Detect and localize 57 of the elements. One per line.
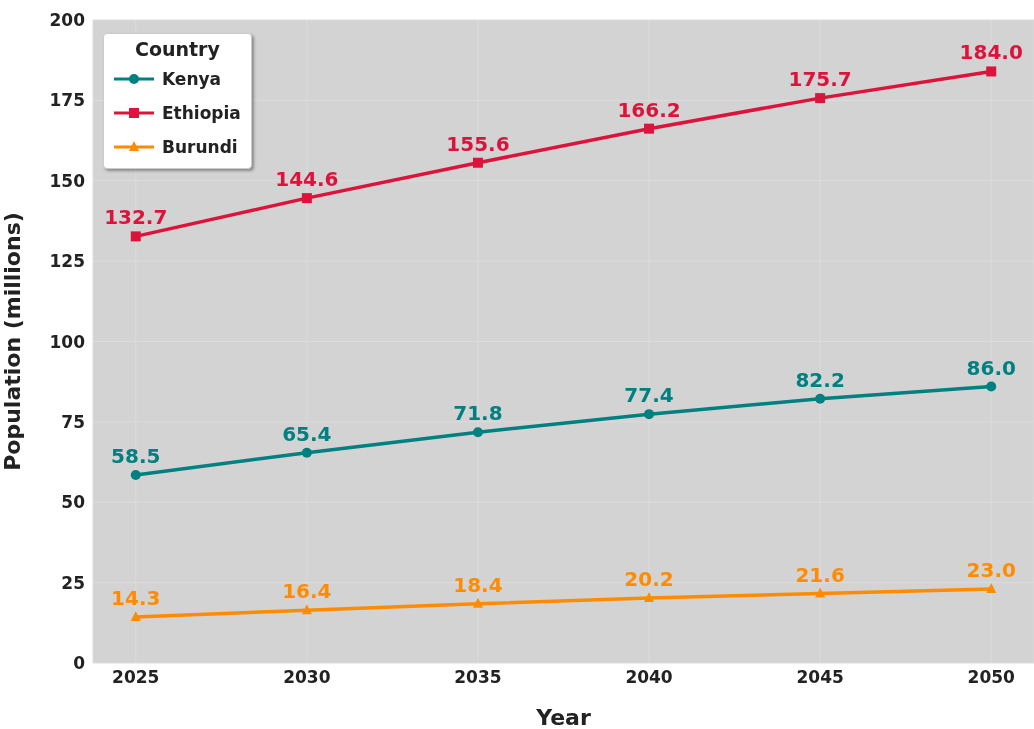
data-label: 71.8 (453, 401, 503, 426)
point (130, 611, 141, 622)
y-tick-label: 125 (49, 251, 85, 272)
data-label: 82.2 (795, 367, 845, 392)
data-label: 86.0 (966, 355, 1016, 380)
data-label: 14.3 (111, 586, 161, 611)
point (130, 469, 141, 480)
x-tick-label: 2030 (283, 667, 331, 688)
x-tick-label: 2035 (454, 667, 502, 688)
point (301, 447, 312, 458)
x-tick-label: 2025 (112, 667, 160, 688)
point (986, 381, 997, 392)
data-label: 16.4 (282, 579, 332, 604)
point (815, 93, 826, 104)
data-label: 20.2 (624, 567, 674, 592)
legend-label: Kenya (162, 69, 222, 89)
y-tick-label: 25 (61, 572, 85, 593)
data-label: 155.6 (446, 131, 510, 156)
point (644, 592, 655, 603)
point (644, 409, 655, 420)
point (986, 66, 997, 77)
x-tick-label: 2050 (967, 667, 1016, 688)
point (472, 427, 483, 438)
point (815, 393, 826, 404)
y-tick-label: 150 (49, 170, 86, 191)
point (301, 193, 312, 204)
point (986, 583, 997, 594)
legend-title: Country (133, 38, 221, 60)
data-label: 132.7 (104, 205, 168, 230)
point (472, 157, 483, 168)
data-label: 175.7 (788, 67, 852, 92)
point (644, 123, 655, 134)
data-label: 184.0 (959, 40, 1023, 65)
point (130, 231, 141, 242)
y-axis-title: Population (millions) (0, 212, 25, 471)
data-label: 23.0 (966, 558, 1016, 583)
data-label: 166.2 (617, 97, 681, 122)
y-tick-label: 100 (49, 331, 86, 352)
legend-label: Burundi (162, 137, 238, 157)
y-tick-label: 0 (73, 653, 86, 674)
data-label: 21.6 (795, 562, 845, 587)
point (472, 597, 483, 608)
x-axis-title: Year (535, 705, 591, 729)
data-label: 144.6 (275, 167, 339, 192)
y-tick-label: 75 (61, 411, 85, 432)
point (301, 604, 312, 615)
legend-label: Ethiopia (162, 103, 241, 123)
data-label: 18.4 (453, 572, 503, 597)
y-tick-label: 175 (49, 90, 85, 111)
x-tick-label: 2040 (625, 667, 673, 688)
data-label: 65.4 (282, 421, 332, 446)
data-label: 77.4 (624, 383, 674, 408)
x-tick-label: 2045 (796, 667, 844, 688)
y-tick-label: 200 (49, 10, 86, 31)
y-tick-label: 50 (61, 492, 86, 513)
point (815, 587, 826, 598)
data-label: 58.5 (111, 443, 161, 468)
